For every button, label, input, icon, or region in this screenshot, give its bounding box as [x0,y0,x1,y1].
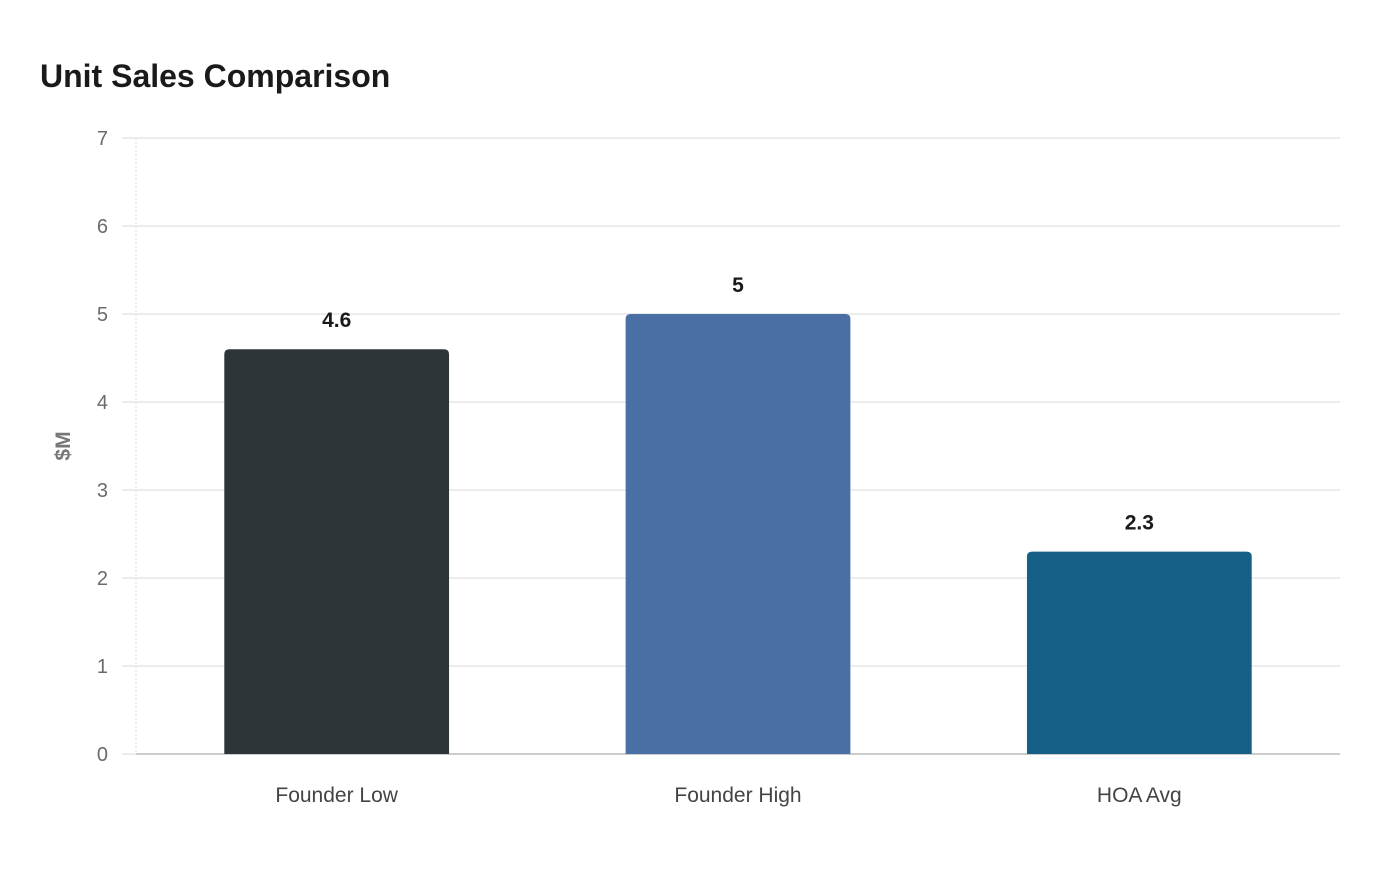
data-label: 5 [732,274,744,297]
y-tick-label: 1 [97,656,108,678]
y-tick-label: 5 [97,304,108,326]
y-tick-label: 6 [97,216,108,238]
data-label: 4.6 [322,309,351,332]
bar-founder-high [625,314,851,754]
data-label: 2.3 [1125,512,1154,535]
y-axis-title: $M [52,431,75,460]
labels: 4.6 Founder Low 5 Founder High 2.3 HOA Avg [275,274,1181,807]
x-tick-label: HOA Avg [1097,784,1182,807]
y-tick-label: 4 [97,392,108,414]
chart-title: Unit Sales Comparison [40,58,391,94]
x-tick-label: Founder High [674,784,801,807]
bar-founder-low [224,349,450,754]
bar-hoa-avg [1026,551,1252,754]
y-tick-label: 7 [97,128,108,150]
y-tick-label: 2 [97,568,108,590]
x-tick-label: Founder Low [275,784,398,807]
bars [224,314,1252,754]
y-tick-label: 3 [97,480,108,502]
y-tick-label: 0 [97,744,108,766]
